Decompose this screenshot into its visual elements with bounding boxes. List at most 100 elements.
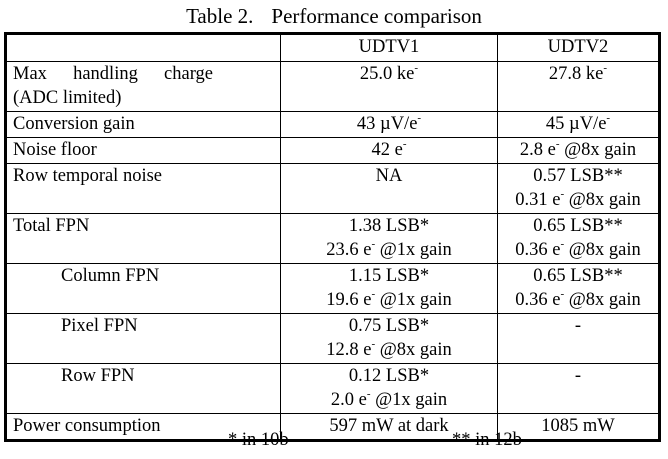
label-text: Pixel FPN: [61, 316, 138, 336]
label-text: Max handling charge: [13, 62, 213, 86]
label-line: Row FPN: [61, 364, 280, 388]
label-text: Conversion gain: [13, 114, 135, 134]
value-line: 19.6 e- @1x gain: [281, 288, 497, 312]
label-text: Power consumption: [13, 416, 161, 436]
cell-udtv2: 27.8 ke-: [497, 61, 660, 112]
row-label: Column FPN: [5, 263, 281, 314]
row-label: Row temporal noise: [5, 163, 281, 214]
row-label: Noise floor: [5, 137, 281, 164]
value-line: 45 µV/e-: [498, 112, 658, 136]
value-line: 0.57 LSB**: [498, 164, 658, 188]
value-text: 0.65 LSB**: [533, 266, 623, 286]
table-row: Row FPN 0.12 LSB* 2.0 e- @1x gain -: [5, 363, 660, 414]
value-text: @8x gain: [564, 290, 641, 310]
value-text: 45 µV/e: [545, 114, 607, 134]
table-row: Total FPN 1.38 LSB* 23.6 e- @1x gain 0.65 L…: [5, 213, 660, 264]
superscript-minus: -: [366, 388, 371, 400]
header-cell-empty: [5, 33, 281, 62]
superscript-minus: -: [555, 138, 560, 150]
value-text: 2.8 e: [519, 140, 556, 160]
value-line: 0.36 e- @8x gain: [498, 288, 658, 312]
superscript-minus: -: [603, 62, 608, 74]
table-row: Pixel FPN 0.75 LSB* 12.8 e- @8x gain -: [5, 313, 660, 364]
value-line: 1.38 LSB*: [281, 214, 497, 238]
cell-udtv2: 2.8 e- @8x gain: [497, 137, 660, 164]
value-line: 0.31 e- @8x gain: [498, 188, 658, 212]
value-line: NA: [281, 164, 497, 188]
value-text: 0.57 LSB**: [533, 166, 623, 186]
value-line: 12.8 e- @8x gain: [281, 338, 497, 362]
row-label: Power consumption: [5, 413, 281, 441]
cell-udtv1: NA: [280, 163, 498, 214]
cell-udtv2: 0.65 LSB** 0.36 e- @8x gain: [497, 213, 660, 264]
value-text: @8x gain: [375, 340, 452, 360]
table-row: Max handling charge (ADC limited) 25.0 ke- 27…: [5, 61, 660, 112]
value-text: 27.8 ke: [548, 64, 604, 84]
label-text: Row temporal noise: [13, 166, 163, 186]
value-line: 0.75 LSB*: [281, 314, 497, 338]
value-line: 1085 mW: [498, 414, 658, 438]
table-row: Power consumption 597 mW at dark 1085 mW: [5, 413, 660, 441]
value-text: 0.12 LSB*: [348, 366, 430, 386]
label-text: Column FPN: [61, 266, 160, 286]
footnote-12b: ** in 12b: [452, 430, 522, 450]
label-text: (ADC limited): [13, 88, 122, 108]
header-row: UDTV1 UDTV2: [5, 33, 660, 62]
performance-table: UDTV1 UDTV2 Max handling charge (ADC limite…: [4, 32, 661, 442]
label-text: Noise floor: [13, 140, 97, 160]
cell-udtv2: -: [497, 363, 660, 414]
header-cell-udtv1: UDTV1: [280, 33, 498, 62]
label-line: Noise floor: [13, 138, 280, 162]
value-text: 1085 mW: [541, 416, 615, 436]
superscript-minus: -: [414, 62, 419, 74]
superscript-minus: -: [371, 238, 376, 250]
value-text: -: [574, 316, 582, 336]
cell-udtv2: -: [497, 313, 660, 364]
label-text: Row FPN: [61, 366, 135, 386]
label-word: Max: [13, 64, 47, 84]
cell-udtv1: 0.75 LSB* 12.8 e- @8x gain: [280, 313, 498, 364]
superscript-minus: -: [417, 112, 422, 124]
value-line: 25.0 ke-: [281, 62, 497, 86]
value-line: 43 µV/e-: [281, 112, 497, 136]
value-text: 0.31 e: [515, 190, 561, 210]
table-row: Column FPN 1.15 LSB* 19.6 e- @1x gain 0.65 …: [5, 263, 660, 314]
label-line: Row temporal noise: [13, 164, 280, 188]
value-text: NA: [375, 166, 403, 186]
row-label: Pixel FPN: [5, 313, 281, 364]
value-line: 0.12 LSB*: [281, 364, 497, 388]
value-line: 2.0 e- @1x gain: [281, 388, 497, 412]
value-line: 0.65 LSB**: [498, 214, 658, 238]
label-line: Max handling charge: [13, 62, 213, 86]
value-line: 2.8 e- @8x gain: [498, 138, 658, 162]
label-line: (ADC limited): [13, 86, 213, 110]
table-row: Conversion gain 43 µV/e- 45 µV/e-: [5, 111, 660, 138]
cell-udtv2: 45 µV/e-: [497, 111, 660, 138]
footnote-10b: * in 10b: [228, 430, 289, 450]
superscript-minus: -: [371, 338, 376, 350]
cell-udtv1: 43 µV/e-: [280, 111, 498, 138]
value-line: -: [498, 314, 658, 338]
cell-udtv2: 1085 mW: [497, 413, 660, 441]
header-cell-udtv2: UDTV2: [497, 33, 660, 62]
superscript-minus: -: [402, 138, 407, 150]
value-text: 42 e: [371, 140, 403, 160]
row-label: Total FPN: [5, 213, 281, 264]
superscript-minus: -: [371, 288, 376, 300]
label-line: Conversion gain: [13, 112, 280, 136]
caption-title: Performance comparison: [271, 4, 482, 28]
superscript-minus: -: [606, 112, 611, 124]
value-text: -: [574, 366, 582, 386]
value-text: 0.65 LSB**: [533, 216, 623, 236]
value-text: 25.0 ke: [359, 64, 415, 84]
value-text: 0.36 e: [515, 290, 561, 310]
value-text: 12.8 e: [326, 340, 372, 360]
value-text: @1x gain: [375, 240, 452, 260]
superscript-minus: -: [560, 288, 565, 300]
value-text: 23.6 e: [326, 240, 372, 260]
value-line: 23.6 e- @1x gain: [281, 238, 497, 262]
value-text: @8x gain: [559, 140, 637, 160]
value-text: 0.36 e: [515, 240, 561, 260]
value-text: @1x gain: [370, 390, 448, 410]
superscript-minus: -: [560, 188, 565, 200]
